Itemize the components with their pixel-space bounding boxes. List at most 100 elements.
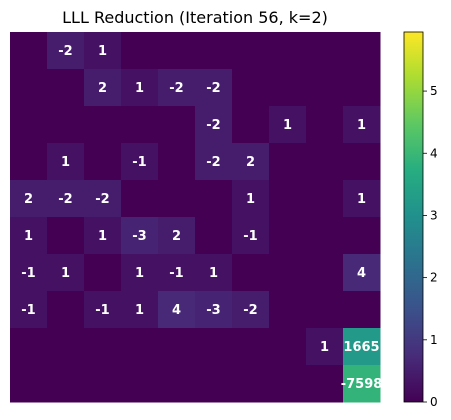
- cell-value-label: 1: [357, 192, 366, 207]
- heatmap-cell-r3-c1: [47, 143, 85, 181]
- heatmap-cell-r1-c7: [269, 69, 307, 107]
- cell-value-label: -1: [132, 155, 146, 170]
- heatmap-cell-r4-c8: [306, 180, 344, 218]
- cell-value-label: -1: [169, 266, 183, 281]
- cell-value-label: 1: [283, 118, 292, 133]
- heatmap-cell-r0-c2: [84, 32, 122, 70]
- heatmap-cell-r2-c7: [269, 106, 307, 144]
- heatmap-cell-r0-c9: [343, 32, 381, 70]
- heatmap-cell-r5-c6: [232, 217, 270, 255]
- heatmap-cell-r0-c5: [195, 32, 233, 70]
- cell-value-label: 1665: [343, 340, 379, 355]
- heatmap-cell-r8-c7: [269, 328, 307, 366]
- cell-value-label: -3: [206, 303, 220, 318]
- heatmap-cell-r0-c7: [269, 32, 307, 70]
- heatmap-cell-r6-c2: [84, 254, 122, 292]
- heatmap-cell-r4-c3: [121, 180, 159, 218]
- heatmap-cell-r6-c4: [158, 254, 196, 292]
- heatmap-cell-r2-c5: [195, 106, 233, 144]
- heatmap-cell-r7-c6: [232, 291, 270, 329]
- cell-value-label: -1: [243, 229, 257, 244]
- colorbar-tick-label: 4: [430, 146, 438, 160]
- heatmap-cell-r1-c6: [232, 69, 270, 107]
- heatmap-cell-r6-c1: [47, 254, 85, 292]
- heatmap-cell-r4-c1: [47, 180, 85, 218]
- heatmap-cell-r7-c3: [121, 291, 159, 329]
- colorbar-tick-label: 1: [430, 333, 438, 347]
- heatmap-cell-r3-c7: [269, 143, 307, 181]
- heatmap-cell-r1-c5: [195, 69, 233, 107]
- heatmap-cell-r3-c5: [195, 143, 233, 181]
- heatmap-cells: [10, 32, 381, 403]
- cell-value-label: -2: [206, 155, 220, 170]
- cell-value-label: 1: [246, 192, 255, 207]
- cell-value-label: 1: [135, 81, 144, 96]
- heatmap-cell-r3-c3: [121, 143, 159, 181]
- heatmap-cell-r3-c9: [343, 143, 381, 181]
- cell-value-label: 2: [246, 155, 255, 170]
- heatmap-cell-r3-c2: [84, 143, 122, 181]
- heatmap-cell-r8-c2: [84, 328, 122, 366]
- heatmap-cell-r6-c6: [232, 254, 270, 292]
- colorbar-ticks: 0 1 2 3 4 5: [423, 84, 438, 409]
- heatmap-cell-r2-c3: [121, 106, 159, 144]
- cell-value-label: 4: [172, 303, 181, 318]
- heatmap-cell-r6-c8: [306, 254, 344, 292]
- heatmap-cell-r8-c1: [47, 328, 85, 366]
- cell-value-label: 1: [135, 303, 144, 318]
- heatmap-cell-r9-c9: [343, 365, 381, 403]
- heatmap-cell-r3-c6: [232, 143, 270, 181]
- heatmap-cell-r7-c7: [269, 291, 307, 329]
- colorbar-tick-label: 5: [430, 84, 438, 98]
- cell-value-label: -7598: [341, 377, 383, 392]
- heatmap-cell-r7-c2: [84, 291, 122, 329]
- heatmap-cell-r4-c0: [10, 180, 48, 218]
- cell-value-label: -1: [21, 303, 35, 318]
- heatmap-cell-r0-c6: [232, 32, 270, 70]
- heatmap-cell-r2-c0: [10, 106, 48, 144]
- heatmap-cell-r5-c3: [121, 217, 159, 255]
- cell-value-label: -1: [95, 303, 109, 318]
- heatmap-cell-r7-c0: [10, 291, 48, 329]
- heatmap-cell-r5-c0: [10, 217, 48, 255]
- cell-value-label: 1: [357, 118, 366, 133]
- heatmap-value-labels: -2 1 2 1 -2 -2 -2 1 1 1 -1 -2 2 2 -2 -2 1 1 1 1 -3 2 -1 -1 1 1 -1 1…: [21, 44, 382, 392]
- cell-value-label: 2: [98, 81, 107, 96]
- cell-value-label: -2: [206, 81, 220, 96]
- cell-value-label: -2: [95, 192, 109, 207]
- cell-value-label: 1: [209, 266, 218, 281]
- heatmap-cell-r1-c9: [343, 69, 381, 107]
- cell-value-label: -3: [132, 229, 146, 244]
- heatmap-cell-r4-c7: [269, 180, 307, 218]
- heatmap-cell-r8-c0: [10, 328, 48, 366]
- cell-value-label: 1: [320, 340, 329, 355]
- heatmap-cell-r5-c4: [158, 217, 196, 255]
- cell-value-label: -1: [21, 266, 35, 281]
- heatmap-cell-r2-c4: [158, 106, 196, 144]
- heatmap-cell-r9-c1: [47, 365, 85, 403]
- heatmap-cell-r1-c0: [10, 69, 48, 107]
- cell-value-label: 1: [61, 155, 70, 170]
- heatmap-cell-r5-c5: [195, 217, 233, 255]
- heatmap-cell-r4-c6: [232, 180, 270, 218]
- cell-value-label: -2: [243, 303, 257, 318]
- heatmap-cell-r7-c8: [306, 291, 344, 329]
- heatmap-cell-r7-c5: [195, 291, 233, 329]
- heatmap-cell-r1-c2: [84, 69, 122, 107]
- cell-value-label: -2: [206, 118, 220, 133]
- heatmap-cell-r6-c3: [121, 254, 159, 292]
- cell-value-label: 1: [98, 44, 107, 59]
- heatmap-cell-r7-c9: [343, 291, 381, 329]
- heatmap-cell-r4-c2: [84, 180, 122, 218]
- heatmap-cell-r1-c8: [306, 69, 344, 107]
- heatmap-cell-r1-c1: [47, 69, 85, 107]
- heatmap-cell-r8-c3: [121, 328, 159, 366]
- heatmap-cell-r9-c5: [195, 365, 233, 403]
- heatmap-cell-r7-c1: [47, 291, 85, 329]
- heatmap-cell-r2-c8: [306, 106, 344, 144]
- heatmap-cell-r9-c3: [121, 365, 159, 403]
- heatmap-cell-r9-c6: [232, 365, 270, 403]
- heatmap-cell-r9-c0: [10, 365, 48, 403]
- heatmap-cell-r5-c7: [269, 217, 307, 255]
